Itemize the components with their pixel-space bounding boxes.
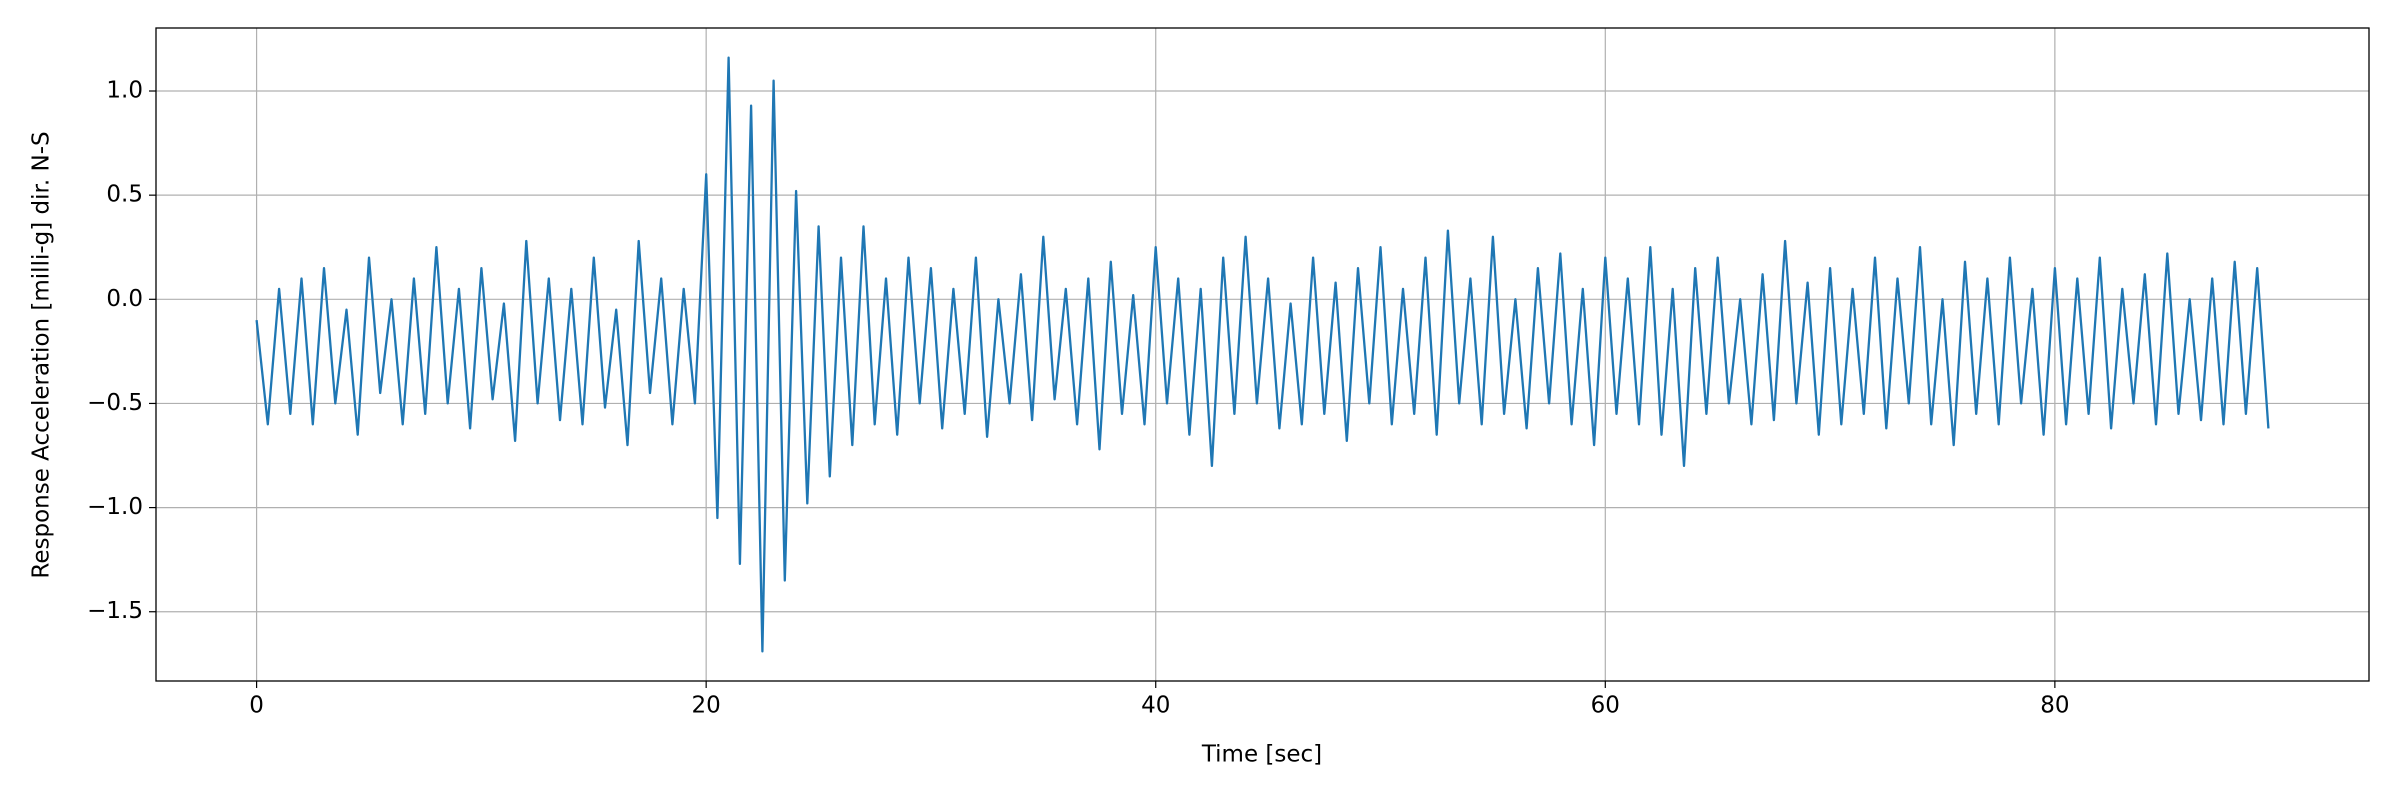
plot-frame xyxy=(155,27,2370,682)
y-tick-label: 0.0 xyxy=(106,286,143,312)
y-tick-label: 1.0 xyxy=(106,78,143,104)
y-tick-label: −1.0 xyxy=(87,494,143,520)
x-tick-label: 20 xyxy=(692,693,721,719)
x-tick-label: 60 xyxy=(1591,693,1620,719)
x-tick-label: 0 xyxy=(249,693,264,719)
x-tick-label: 40 xyxy=(1141,693,1170,719)
y-axis-label: Response Acceleration [milli-g] dir. N-S xyxy=(29,131,55,578)
y-tick-label: −1.5 xyxy=(87,598,143,624)
y-tick-label: −0.5 xyxy=(87,390,143,416)
data-line xyxy=(255,56,2270,653)
x-axis-label: Time [sec] xyxy=(1201,742,1322,768)
x-tick-label: 80 xyxy=(2040,693,2069,719)
y-tick-label: 0.5 xyxy=(106,182,143,208)
